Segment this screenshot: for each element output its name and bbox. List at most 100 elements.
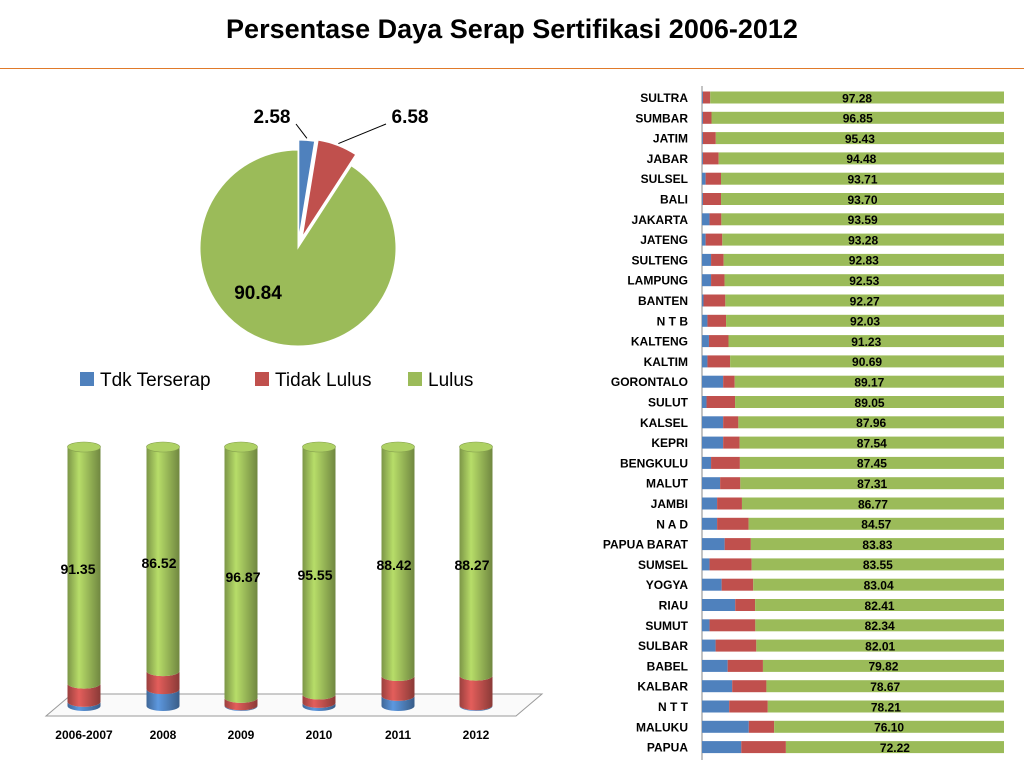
bar-segment-tidak-lulus: [702, 111, 712, 124]
bar-segment-tdk-terserap: [702, 355, 708, 368]
bar-segment-tdk-terserap: [702, 517, 718, 530]
y-tick-label: JATIM: [653, 132, 688, 146]
y-tick-label: SULTENG: [632, 253, 688, 267]
bar-data-label: 79.82: [868, 660, 898, 674]
x-tick-label: 2010: [306, 728, 333, 742]
column-segment-lulus: [67, 447, 101, 689]
column-segment-lulus: [302, 447, 336, 700]
bar-segment-tidak-lulus: [721, 578, 754, 591]
pie-data-label: 2.58: [254, 107, 291, 128]
bar-segment-tidak-lulus: [715, 639, 757, 652]
bar-segment-lulus: [734, 375, 1004, 388]
bar-segment-tidak-lulus: [707, 355, 731, 368]
bar-segment-lulus: [728, 335, 1004, 348]
bar-segment-tidak-lulus: [707, 314, 727, 327]
y-tick-label: BENGKULU: [620, 456, 688, 470]
column-segment-tdk-terserap: [224, 705, 258, 711]
bar-segment-tdk-terserap: [702, 274, 712, 287]
bar-data-label: 87.54: [857, 436, 887, 450]
y-tick-label: BABEL: [647, 659, 688, 673]
bar-segment-lulus: [721, 193, 1004, 205]
legend-label: Tidak Lulus: [275, 370, 371, 391]
column-segment-tidak-lulus: [302, 694, 336, 708]
bar-segment-lulus: [725, 294, 1004, 307]
bar-data-label: 92.83: [849, 254, 879, 268]
bar-segment-tdk-terserap: [702, 741, 742, 754]
bar-segment-tdk-terserap: [702, 91, 703, 104]
column-segment-tdk-terserap: [146, 689, 180, 711]
bar-segment-tdk-terserap: [702, 396, 707, 408]
bar-segment-tdk-terserap: [702, 619, 710, 632]
bar-segment-tdk-terserap: [702, 456, 712, 469]
bar-segment-lulus: [755, 599, 1004, 611]
y-tick-label: KALSEL: [640, 416, 688, 430]
bar-segment-tidak-lulus: [723, 375, 735, 388]
bar-data-label: 78.67: [870, 680, 900, 694]
bar-segment-lulus: [726, 314, 1004, 327]
y-tick-label: MALUKU: [636, 720, 688, 734]
y-tick-label: LAMPUNG: [627, 274, 688, 288]
bar-segment-tidak-lulus: [705, 172, 721, 185]
bar-segment-tdk-terserap: [702, 578, 722, 591]
column-top-cap: [146, 441, 180, 453]
column-segment-lulus: [459, 447, 493, 681]
column-segment-tidak-lulus: [224, 697, 258, 711]
y-tick-label: BANTEN: [638, 294, 688, 308]
bar-segment-tidak-lulus: [711, 253, 724, 266]
bar-segment-tidak-lulus: [735, 599, 756, 611]
x-tick-label: 2008: [150, 728, 177, 742]
bar-data-label: 94.48: [846, 152, 876, 166]
x-tick-label: 2009: [228, 728, 255, 742]
bar-segment-tdk-terserap: [702, 639, 716, 652]
bar-segment-tdk-terserap: [702, 680, 733, 693]
column-top-cap: [224, 441, 258, 453]
column-segment-tdk-terserap: [459, 705, 493, 711]
column-data-label: 88.42: [376, 557, 411, 573]
bar-segment-lulus: [756, 639, 1004, 652]
y-tick-label: SUMBAR: [635, 111, 688, 125]
bar-segment-lulus: [755, 619, 1004, 632]
bar-segment-tdk-terserap: [702, 132, 703, 145]
bar-data-label: 76.10: [874, 721, 904, 735]
column-top-cap: [67, 441, 101, 453]
bar-segment-tidak-lulus: [741, 741, 786, 754]
y-tick-label: SULTRA: [640, 91, 688, 105]
bar-data-label: 87.45: [857, 457, 887, 471]
bar-segment-tidak-lulus: [727, 659, 763, 672]
legend-label: Tdk Terserap: [100, 370, 211, 391]
bar-segment-tidak-lulus: [729, 700, 768, 713]
bar-segment-lulus: [721, 213, 1004, 226]
bar-segment-lulus: [739, 456, 1004, 469]
bar-segment-tdk-terserap: [702, 720, 749, 733]
x-tick-label: 2006-2007: [55, 728, 113, 742]
bar-segment-tidak-lulus: [711, 274, 725, 287]
column-data-label: 95.55: [297, 567, 332, 583]
legend-swatch: [80, 372, 94, 386]
bar-data-label: 87.31: [857, 477, 887, 491]
bar-segment-tidak-lulus: [723, 416, 739, 429]
pie-data-label: 90.84: [234, 283, 282, 304]
bar-segment-tidak-lulus: [706, 396, 736, 408]
bar-segment-tdk-terserap: [702, 335, 709, 348]
bar-segment-lulus: [710, 91, 1004, 104]
column-data-label: 91.35: [60, 561, 95, 577]
bar-segment-tidak-lulus: [717, 517, 749, 530]
bar-segment-tdk-terserap: [702, 416, 724, 429]
y-tick-label: JABAR: [647, 152, 689, 166]
bar-segment-tdk-terserap: [702, 375, 724, 388]
bar-segment-lulus: [785, 741, 1004, 754]
bar-segment-lulus: [738, 416, 1004, 429]
bar-data-label: 83.55: [863, 558, 893, 572]
bar-data-label: 93.70: [847, 193, 877, 207]
column-segment-tdk-terserap: [381, 695, 415, 711]
y-tick-label: SUMSEL: [638, 558, 688, 572]
y-tick-label: YOGYA: [646, 578, 689, 592]
bar-segment-tdk-terserap: [702, 111, 703, 124]
bar-segment-lulus: [711, 111, 1004, 124]
bar-data-label: 89.05: [855, 396, 885, 410]
y-tick-label: KALBAR: [637, 680, 688, 694]
bar-segment-lulus: [720, 172, 1004, 185]
bar-segment-lulus: [753, 578, 1004, 591]
bar-segment-tidak-lulus: [702, 91, 711, 104]
legend-swatch: [255, 372, 269, 386]
